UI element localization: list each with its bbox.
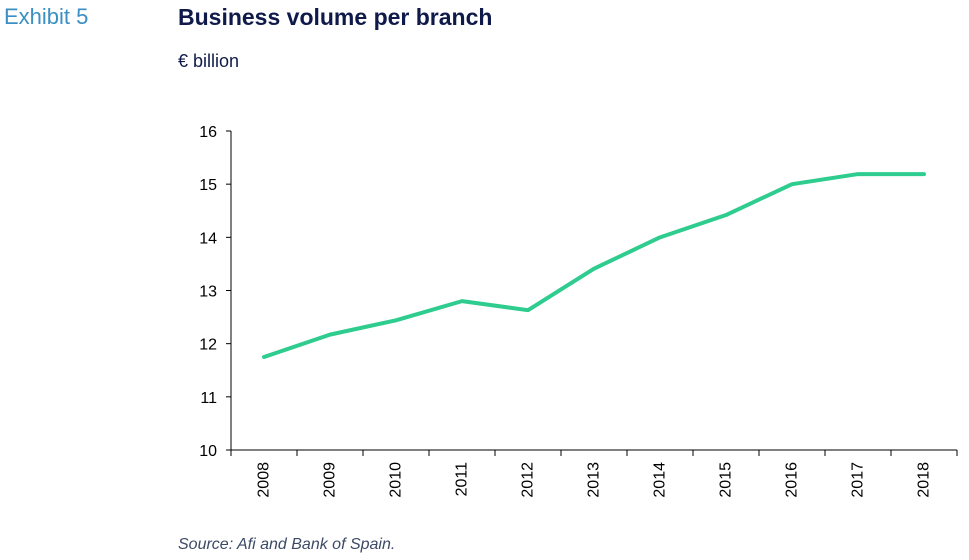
- x-tick-label: 2009: [322, 462, 339, 498]
- source-note: Source: Afi and Bank of Spain.: [178, 536, 396, 553]
- y-tick-label: 12: [199, 337, 217, 354]
- x-tick-label: 2012: [520, 462, 537, 498]
- y-tick-labels: 10 11 12 13 14 15 16: [199, 124, 217, 460]
- y-tick-label: 14: [199, 230, 217, 247]
- y-tick-label: 15: [199, 177, 217, 194]
- x-tick-label: 2017: [850, 462, 867, 498]
- unit-label: € billion: [178, 51, 240, 71]
- series-group: [262, 172, 926, 359]
- y-tick-label: 16: [199, 124, 217, 141]
- x-tick-label: 2013: [586, 462, 603, 498]
- y-tick-label: 11: [200, 390, 217, 407]
- x-tick-label: 2015: [718, 462, 735, 498]
- x-tick-label: 2011: [454, 462, 471, 497]
- x-tick-label: 2010: [388, 462, 405, 498]
- x-tick-label: 2014: [652, 462, 669, 498]
- x-tick-label: 2008: [256, 462, 273, 498]
- x-tick-label: 2018: [916, 462, 933, 498]
- y-tick-label: 10: [199, 443, 217, 460]
- chart-axes: [226, 130, 958, 456]
- y-tick-label: 13: [199, 284, 217, 301]
- chart-title: Business volume per branch: [178, 4, 493, 30]
- x-tick-label: 2016: [784, 462, 801, 498]
- series-line: [262, 172, 926, 359]
- x-tick-labels: 2008 2009 2010 2011 2012 2013 2014 2015 2016 2017…: [256, 462, 933, 498]
- exhibit-label: Exhibit 5: [4, 4, 89, 29]
